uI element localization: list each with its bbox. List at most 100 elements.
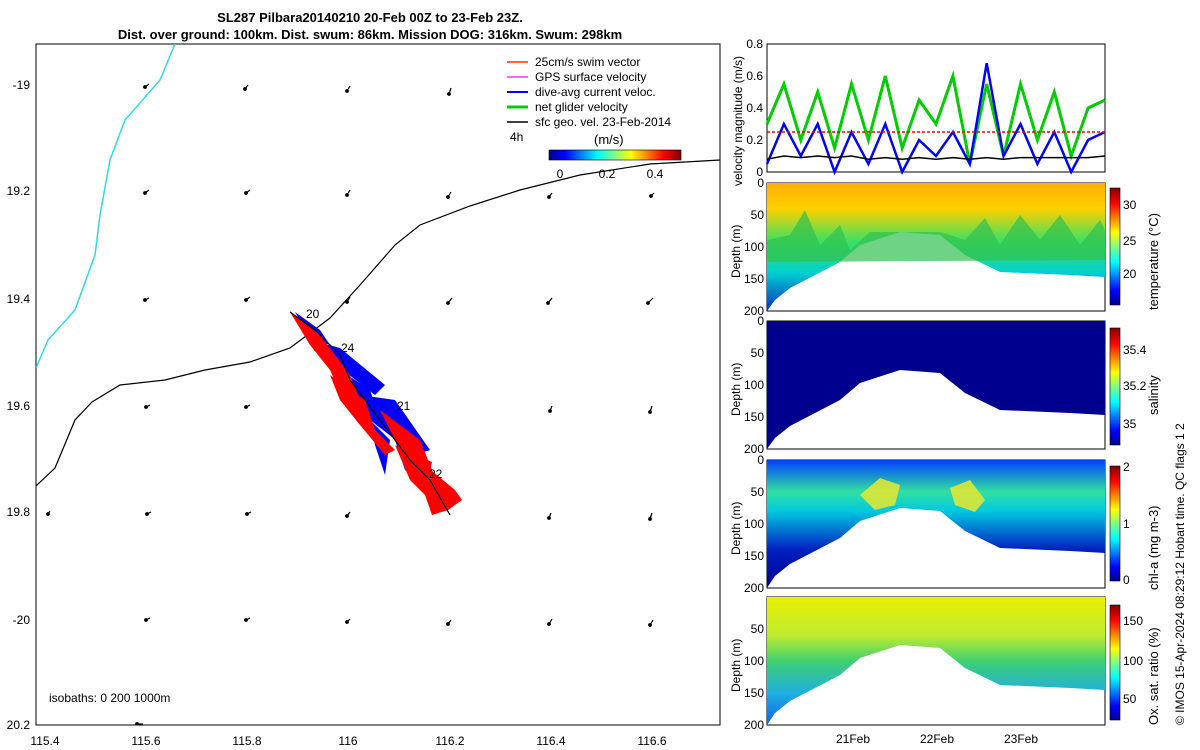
x-tick-label: 116.6 [637, 734, 666, 748]
track-label-22: 22 [429, 467, 443, 481]
temperature-thermocline [767, 210, 1105, 262]
velocity-ylabel: velocity magnitude (m/s) [731, 56, 745, 186]
legend-swim: 25cm/s swim vector [535, 55, 640, 69]
y-tick-label: 0 [756, 165, 763, 179]
chla-field [767, 460, 1105, 588]
legend-sfc: sfc geo. vel. 23-Feb-2014 [535, 115, 671, 129]
oxygen-colorbar [1109, 604, 1121, 721]
depth-tick: 50 [751, 622, 765, 636]
depth-tick: 200 [744, 304, 764, 318]
depth-tick: 150 [744, 410, 764, 424]
depth-tick: 200 [744, 581, 764, 595]
temperature-cbar-ticks: 30 25 20 [1123, 198, 1137, 281]
colorbar-tick: 0.4 [647, 167, 664, 181]
cbar-tick: 35.4 [1123, 343, 1147, 357]
oxygen-depth-ticks: 50 100 150 200 [744, 622, 764, 732]
cbar-tick: 100 [1123, 654, 1143, 668]
coastline [36, 44, 176, 369]
salinity-cbar-ticks: 35.4 35.2 35 [1123, 343, 1147, 431]
oxygen-cbar-label: Ox. sat. ratio (%) [1146, 627, 1161, 725]
track-label-24: 24 [341, 341, 355, 355]
series-line-sfc-geo-vel-23-feb-2014 [766, 155, 1106, 160]
map-panel: 20 24 21 22 isobaths: 0 200 1000m 115.4 … [7, 43, 721, 748]
depth-tick: 50 [751, 208, 765, 222]
depth-tick: 0 [757, 314, 764, 328]
legend-time-label: 4h [510, 130, 523, 144]
depth-tick: 50 [751, 346, 765, 360]
x-tick-label: 115.8 [232, 734, 261, 748]
salinity-panel: 35.4 35.2 35 salinity Depth (m) 0 50 100… [729, 314, 1161, 456]
depth-tick: 0 [757, 176, 764, 190]
map-legend: 25cm/s swim vector GPS surface velocity … [507, 55, 682, 181]
x-tick-label: 116 [338, 734, 357, 748]
track-label-20: 20 [306, 307, 320, 321]
legend-gps: GPS surface velocity [535, 70, 646, 84]
legend-net: net glider velocity [535, 100, 628, 114]
depth-tick: 150 [744, 272, 764, 286]
y-tick-label: -20 [13, 613, 31, 627]
chla-cbar-label: chl-a (mg m-3) [1146, 505, 1161, 590]
salinity-cbar-label: salinity [1146, 375, 1161, 415]
glider-track-line [289, 311, 451, 516]
oxygen-panel: 150 100 50 Ox. sat. ratio (%) Depth (m) … [729, 596, 1161, 746]
temperature-panel: 30 25 20 temperature (°C) Depth (m) 0 50… [729, 176, 1161, 318]
chla-depth-ticks: 0 50 100 150 200 [744, 453, 764, 595]
depth-tick: 200 [744, 442, 764, 456]
legend-dive-avg: dive-avg current veloc. [535, 85, 656, 99]
depth-tick: 150 [744, 549, 764, 563]
cbar-tick: 35.2 [1123, 379, 1147, 393]
depth-tick: 200 [744, 718, 764, 732]
y-tick-label: 19.4 [7, 292, 31, 306]
time-tick: 23Feb [1004, 732, 1038, 746]
temperature-field [767, 183, 1105, 311]
time-tick: 22Feb [920, 732, 954, 746]
cbar-tick: 2 [1123, 460, 1130, 474]
y-tick-label: 0.2 [746, 133, 763, 147]
map-x-ticks: 115.4 115.6 115.8 116 116.2 116.4 116.6 [30, 734, 666, 748]
y-tick-label: 19.6 [7, 399, 31, 413]
y-tick-label: 0.6 [746, 69, 763, 83]
x-tick-label: 115.4 [30, 734, 59, 748]
salinity-colorbar [1109, 327, 1121, 446]
chla-cbar-ticks: 2 1 0 [1123, 460, 1130, 587]
chart-title-line1: SL287 Pilbara20140210 20-Feb 00Z to 23-F… [217, 10, 523, 25]
salinity-ylabel: Depth (m) [729, 363, 743, 416]
depth-tick: 100 [744, 240, 764, 254]
cbar-tick: 50 [1123, 692, 1137, 706]
cbar-tick: 25 [1123, 234, 1137, 248]
temperature-ylabel: Depth (m) [729, 225, 743, 278]
cbar-tick: 0 [1123, 573, 1130, 587]
chla-panel: 2 1 0 chl-a (mg m-3) Depth (m) 0 50 100 … [729, 453, 1161, 595]
chla-maxima [860, 478, 985, 512]
cbar-tick: 30 [1123, 198, 1137, 212]
y-tick-label: 0.4 [746, 101, 763, 115]
depth-tick: 100 [744, 378, 764, 392]
velocity-panel: 0 0.2 0.4 0.6 0.8 velocity magnitude (m/… [731, 37, 1106, 186]
chla-ylabel: Depth (m) [729, 502, 743, 555]
series-line-dive-avg-current-veloc- [765, 62, 1106, 176]
depth-tick: 0 [757, 453, 764, 467]
time-tick: 21Feb [836, 732, 870, 746]
oxygen-cbar-ticks: 150 100 50 [1123, 614, 1143, 706]
depth-tick: 100 [744, 517, 764, 531]
oxygen-field [767, 597, 1105, 725]
x-tick-label: 116.4 [536, 734, 565, 748]
temperature-colorbar [1109, 187, 1121, 306]
series-line-net-glider-velocity [765, 70, 1106, 165]
cbar-tick: 150 [1123, 614, 1143, 628]
map-colorbar [548, 149, 682, 161]
temperature-cbar-label: temperature (°C) [1146, 213, 1161, 310]
colorbar-unit: (m/s) [594, 132, 624, 147]
time-axis-ticks: 21Feb 22Feb 23Feb [836, 732, 1038, 746]
map-y-ticks: -19 19.2 19.4 19.6 19.8 -20 20.2 [7, 78, 31, 732]
depth-tick: 150 [744, 686, 764, 700]
current-arrows [46, 83, 655, 725]
salinity-field [767, 321, 1105, 449]
colorbar-tick: 0 [557, 167, 564, 181]
y-tick-label: -19 [13, 78, 31, 92]
temperature-depth-ticks: 0 50 100 150 200 [744, 176, 764, 318]
track-label-21: 21 [397, 399, 411, 413]
cbar-tick: 20 [1123, 267, 1137, 281]
chart-title-line2: Dist. over ground: 100km. Dist. swum: 86… [117, 27, 623, 42]
